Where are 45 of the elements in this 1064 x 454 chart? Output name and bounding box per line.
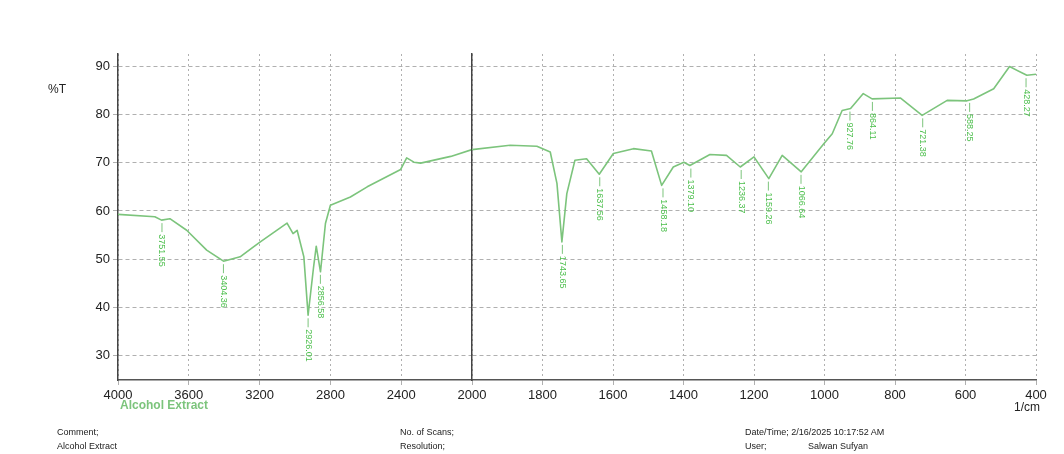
text: Resolution; xyxy=(400,441,446,451)
annotation: 1637.56 xyxy=(595,188,606,221)
annotation: 1743.65 xyxy=(557,255,568,289)
text: Comment; xyxy=(57,427,99,437)
y-axis-title: %T xyxy=(48,82,67,97)
y-tick-label: 60 xyxy=(95,202,110,218)
annotation: 2856.58 xyxy=(315,285,326,319)
x-tick-label: 800 xyxy=(884,387,906,403)
y-tick-label: 80 xyxy=(95,105,110,121)
annotation: 3751.55 xyxy=(157,234,168,267)
x-tick-label: 2800 xyxy=(315,387,345,403)
y-tick-label: 90 xyxy=(95,57,110,73)
annotation: 2926.01 xyxy=(303,329,314,362)
annotation: 588.25 xyxy=(965,113,976,142)
y-tick-label: 30 xyxy=(95,347,110,363)
text: Alcohol Extract xyxy=(57,441,118,451)
text: Alcohol Extract xyxy=(120,398,209,413)
text: Salwan Sufyan xyxy=(808,441,869,451)
x-tick-label: 2000 xyxy=(457,387,487,403)
x-tick-label: 1800 xyxy=(528,387,557,403)
text: No. of Scans; xyxy=(400,427,455,437)
annotation: 428.27 xyxy=(1021,89,1032,117)
x-tick-label: 2400 xyxy=(386,387,416,403)
annotation: 1379.10 xyxy=(686,179,697,213)
annotation: 1458.18 xyxy=(658,199,669,232)
annotation: 1236.37 xyxy=(736,181,747,214)
annotation: 927.76 xyxy=(845,122,856,151)
x-tick-label: 600 xyxy=(954,387,977,403)
text: Date/Time; 2/16/2025 10:17:52 AM xyxy=(745,427,885,437)
annotation: 3404.36 xyxy=(218,275,229,308)
x-tick-label: 1400 xyxy=(669,387,698,403)
x-tick-label: 400 xyxy=(1025,387,1047,403)
annotation: 721.38 xyxy=(918,129,929,157)
annotation: 1159.26 xyxy=(763,192,774,225)
y-tick-label: 40 xyxy=(95,299,110,315)
x-tick-label: 1200 xyxy=(739,387,769,403)
x-tick-label: 3200 xyxy=(245,387,275,403)
annotation: 1066.64 xyxy=(796,185,807,219)
x-tick-label: 1000 xyxy=(810,387,839,403)
y-tick-label: 70 xyxy=(95,154,110,170)
x-axis-title: 1/cm xyxy=(1013,400,1040,415)
text: User; xyxy=(745,441,767,451)
x-tick-label: 1600 xyxy=(598,387,628,403)
y-tick-label: 50 xyxy=(95,250,110,266)
annotation: 864.11 xyxy=(867,112,878,140)
